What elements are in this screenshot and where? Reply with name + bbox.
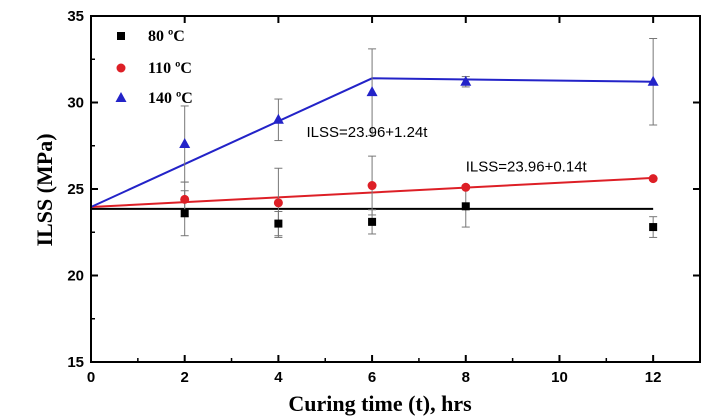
legend-marker — [115, 92, 127, 102]
legend-marker — [116, 63, 126, 73]
data-point — [461, 182, 471, 192]
y-tick-label: 20 — [67, 268, 84, 285]
data-point — [649, 223, 658, 232]
legend: 80 ºC 110 ºC 140 ºC — [115, 28, 193, 107]
data-point — [273, 198, 283, 208]
data-point — [368, 217, 377, 226]
y-tick-label: 25 — [67, 181, 84, 198]
data-markers — [179, 75, 659, 232]
data-point — [461, 202, 470, 211]
data-point — [647, 75, 659, 86]
fit-equation: ILSS=23.96+1.24t — [306, 124, 428, 141]
legend-label: 140 ºC — [148, 90, 193, 107]
data-point — [460, 75, 472, 86]
x-axis-label: Curing time (t), hrs — [288, 391, 472, 416]
x-tick-label: 12 — [645, 369, 662, 386]
fit-equation: ILSS=23.96+0.14t — [466, 159, 588, 176]
legend-marker — [117, 32, 125, 40]
data-point — [366, 86, 378, 97]
y-tick-label: 15 — [67, 354, 84, 371]
legend-label: 80 ºC — [148, 28, 185, 45]
x-tick-label: 10 — [551, 369, 568, 386]
y-tick-label: 35 — [67, 8, 84, 25]
legend-label: 110 ºC — [148, 60, 192, 77]
data-point — [180, 194, 190, 204]
x-tick-label: 4 — [274, 369, 283, 386]
x-tick-label: 6 — [368, 369, 376, 386]
data-point — [648, 174, 658, 184]
data-point — [367, 181, 377, 191]
data-point — [180, 209, 189, 218]
data-point — [179, 138, 191, 149]
x-tick-label: 8 — [462, 369, 470, 386]
y-tick-label: 30 — [67, 95, 84, 112]
x-tick-label: 0 — [87, 369, 95, 386]
axis-ticks: 0 2 4 6 8 10 12 15 20 25 30 35 — [67, 8, 700, 386]
data-point — [272, 113, 284, 124]
annotations: ILSS=23.96+1.24t ILSS=23.96+0.14t — [306, 124, 587, 176]
data-point — [274, 219, 283, 228]
y-axis-label: ILSS (MPa) — [32, 133, 57, 246]
x-tick-label: 2 — [181, 369, 189, 386]
